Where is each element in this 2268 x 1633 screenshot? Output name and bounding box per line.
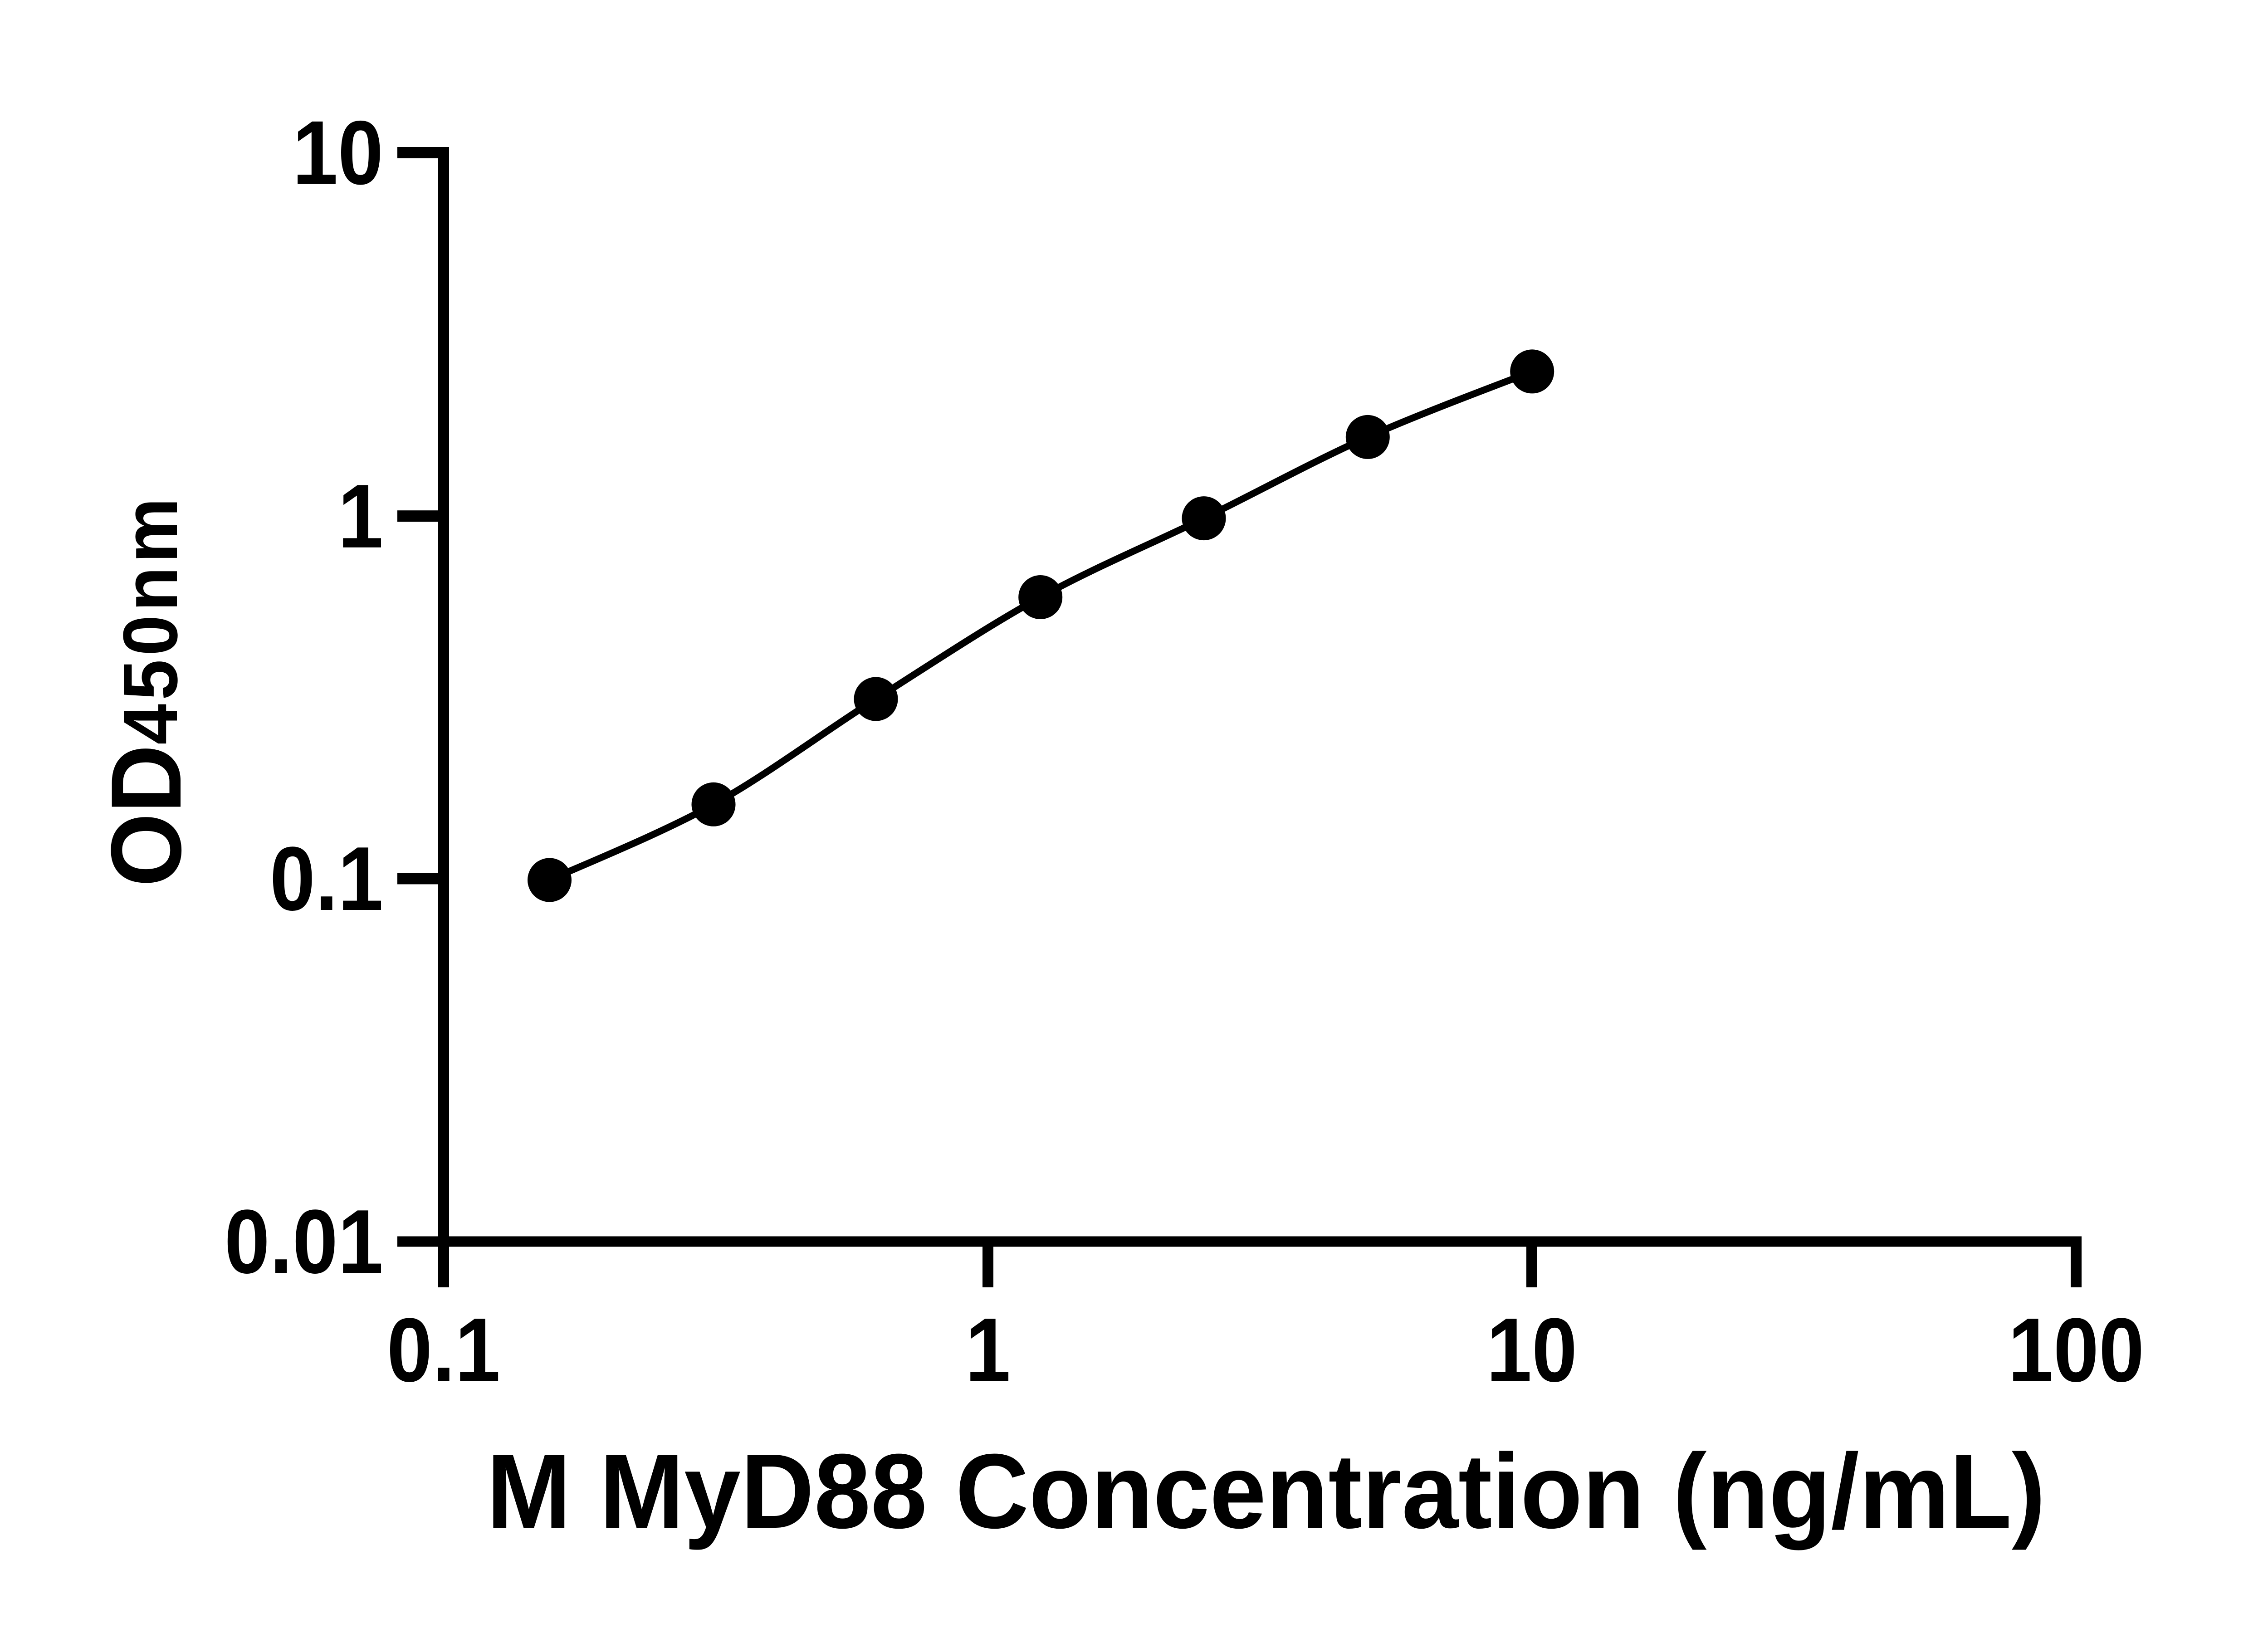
svg-text:10: 10 (1486, 1300, 1577, 1401)
svg-text:1: 1 (338, 466, 383, 567)
svg-text:OD450nm: OD450nm (91, 494, 202, 887)
svg-text:1: 1 (965, 1300, 1011, 1401)
svg-text:0.01: 0.01 (225, 1191, 383, 1292)
svg-text:0.1: 0.1 (387, 1300, 500, 1401)
svg-text:M MyD88 Concentration (ng/mL): M MyD88 Concentration (ng/mL) (486, 1432, 2045, 1550)
svg-text:0.1: 0.1 (270, 828, 383, 929)
svg-text:10: 10 (293, 103, 383, 204)
svg-text:100: 100 (2008, 1300, 2144, 1401)
